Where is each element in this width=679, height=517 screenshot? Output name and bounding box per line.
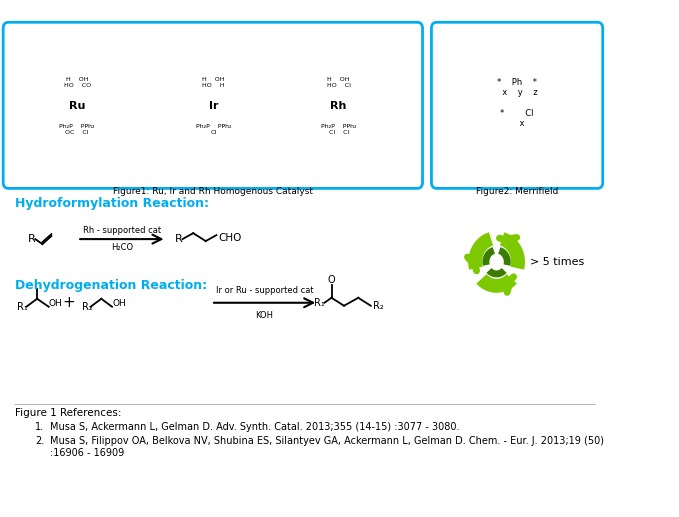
Text: Musa S, Filippov OA, Belkova NV, Shubina ES, Silantyev GA, Ackermann L, Gelman D: Musa S, Filippov OA, Belkova NV, Shubina… bbox=[50, 436, 604, 446]
Text: CHO: CHO bbox=[218, 233, 242, 243]
Text: Ru: Ru bbox=[69, 101, 86, 111]
Text: Ph₂P    PPh₂
Cl    Cl: Ph₂P PPh₂ Cl Cl bbox=[321, 124, 356, 134]
Text: O: O bbox=[328, 275, 335, 285]
FancyBboxPatch shape bbox=[3, 22, 422, 188]
Text: Dehydrogenation Reaction:: Dehydrogenation Reaction: bbox=[15, 279, 207, 292]
Text: R₂: R₂ bbox=[373, 301, 384, 311]
Text: R₂: R₂ bbox=[81, 302, 92, 312]
Text: H₂CO: H₂CO bbox=[111, 243, 133, 252]
Text: R₁: R₁ bbox=[18, 302, 29, 312]
Text: 2.: 2. bbox=[35, 436, 45, 446]
Text: Ph₂P    PPh₂
OC    Cl: Ph₂P PPh₂ OC Cl bbox=[60, 124, 95, 134]
Text: 1.: 1. bbox=[35, 422, 44, 432]
Text: Ph₂P    PPh₂
Cl: Ph₂P PPh₂ Cl bbox=[196, 124, 232, 134]
Text: R₁: R₁ bbox=[314, 298, 325, 308]
Text: :16906 - 16909: :16906 - 16909 bbox=[50, 448, 125, 458]
Text: R: R bbox=[28, 234, 36, 244]
Text: R: R bbox=[175, 234, 183, 244]
Text: H    OH
HO    Cl: H OH HO Cl bbox=[327, 77, 350, 88]
Text: Musa S, Ackermann L, Gelman D. Adv. Synth. Catal. 2013;355 (14-15) :3077 - 3080.: Musa S, Ackermann L, Gelman D. Adv. Synt… bbox=[50, 422, 460, 432]
Text: Ir or Ru - supported cat: Ir or Ru - supported cat bbox=[216, 286, 314, 295]
Text: OH: OH bbox=[112, 299, 126, 308]
Text: OH: OH bbox=[49, 299, 62, 308]
FancyBboxPatch shape bbox=[431, 22, 603, 188]
Text: Rh: Rh bbox=[331, 101, 347, 111]
Text: > 5 times: > 5 times bbox=[530, 257, 585, 267]
Text: Figure1: Ru, Ir and Rh Homogenous Catalyst: Figure1: Ru, Ir and Rh Homogenous Cataly… bbox=[113, 187, 313, 196]
Text: *    Ph    *
  x    y    z

*        Cl
    x: * Ph * x y z * Cl x bbox=[497, 78, 537, 128]
Text: +: + bbox=[63, 295, 75, 310]
Text: H    OH
HO    H: H OH HO H bbox=[202, 77, 225, 88]
Text: Ir: Ir bbox=[209, 101, 219, 111]
Text: Hydroformylation Reaction:: Hydroformylation Reaction: bbox=[15, 197, 208, 210]
Text: KOH: KOH bbox=[255, 311, 274, 320]
Text: Figure2: Merrifield: Figure2: Merrifield bbox=[476, 187, 558, 196]
Text: H    OH
HO    CO: H OH HO CO bbox=[64, 77, 91, 88]
Text: Rh - supported cat: Rh - supported cat bbox=[83, 226, 161, 235]
Text: Figure 1 References:: Figure 1 References: bbox=[15, 408, 122, 418]
